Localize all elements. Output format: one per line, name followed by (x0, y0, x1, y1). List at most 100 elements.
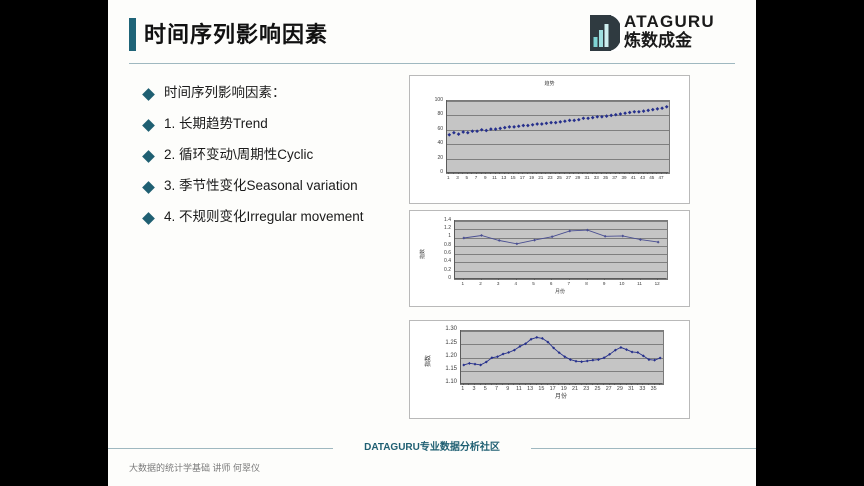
y-axis-tick-label: 0.8 (444, 241, 451, 248)
x-axis-tick (614, 383, 616, 385)
x-axis-tick (517, 172, 519, 174)
gridline (461, 371, 663, 372)
x-axis-tick-label: 3 (496, 281, 500, 286)
list-item-label: 4. 不规则变化Irregular movement (164, 209, 364, 224)
gridline (461, 344, 663, 345)
x-axis-tick-label: 3 (456, 175, 459, 180)
x-axis-tick (563, 383, 565, 385)
x-axis-tick-label: 7 (567, 281, 571, 286)
x-axis-label: 月份 (554, 288, 565, 295)
x-axis-tick-label: 17 (549, 386, 556, 392)
footer-divider-right (531, 448, 756, 449)
x-axis-tick-label: 13 (501, 175, 507, 180)
x-axis-tick (661, 172, 663, 174)
diamond-bullet-icon (142, 212, 155, 225)
diamond-bullet-icon (142, 88, 155, 101)
x-axis-tick-label: 11 (637, 281, 642, 286)
x-axis-tick (530, 383, 532, 385)
x-axis-tick-label: 12 (654, 281, 660, 286)
x-axis-tick-label: 3 (472, 386, 476, 392)
y-axis-tick-label: 0.4 (444, 258, 451, 265)
footer-divider-left (108, 448, 333, 449)
x-axis-tick (577, 172, 579, 174)
gridline (447, 130, 669, 131)
header-divider (129, 63, 735, 64)
x-axis-tick-label: 1 (447, 175, 450, 180)
gridline (455, 271, 667, 272)
y-axis-label: 指数 (420, 248, 426, 259)
x-axis-tick-label: 33 (593, 175, 599, 180)
x-axis-tick (591, 383, 593, 385)
x-axis-tick-label: 9 (484, 175, 487, 180)
x-axis-tick-label: 1 (461, 281, 465, 286)
x-axis-tick (651, 172, 653, 174)
dataguru-logo: ATAGURU 炼数成金 (590, 12, 742, 56)
x-axis-tick (631, 383, 633, 385)
x-axis-tick-label: 47 (658, 175, 664, 180)
x-axis-tick (494, 172, 496, 174)
x-axis-tick-label: 27 (566, 175, 572, 180)
x-axis-tick (569, 383, 571, 385)
y-axis-line (446, 100, 447, 172)
x-axis-tick (575, 383, 577, 385)
x-axis-tick-label: 37 (612, 175, 618, 180)
gridline (447, 159, 669, 160)
y-axis-line (454, 220, 455, 278)
x-axis-tick (597, 383, 599, 385)
x-axis-tick (533, 278, 535, 280)
list-item-label: 时间序列影响因素： (164, 85, 286, 100)
x-axis-line (454, 278, 666, 279)
x-axis-tick-label: 4 (514, 281, 518, 286)
gridline (461, 358, 663, 359)
x-axis-tick (513, 172, 515, 174)
x-axis-tick-label: 15 (538, 386, 545, 392)
gridline (461, 331, 663, 332)
x-axis-tick (591, 172, 593, 174)
x-axis-tick (448, 172, 450, 174)
list-item: 1. 长期趋势Trend (142, 115, 434, 132)
bar-chart-logo-icon (590, 15, 622, 51)
x-axis-tick (524, 383, 526, 385)
y-axis-tick-label: 40 (437, 140, 443, 147)
x-axis-tick-label: 19 (529, 175, 535, 180)
plot-area (454, 220, 668, 280)
x-axis-tick-label: 5 (483, 386, 487, 392)
diamond-bullet-icon (142, 119, 155, 132)
x-axis-tick (639, 278, 641, 280)
x-axis-tick-label: 21 (572, 386, 579, 392)
x-axis-tick (657, 278, 659, 280)
x-axis-tick-label: 19 (560, 386, 567, 392)
y-axis-tick-label: 0 (440, 168, 443, 175)
x-axis-tick (608, 383, 610, 385)
gridline (455, 229, 667, 230)
y-axis-tick-label: 100 (434, 96, 443, 103)
page-title: 时间序列影响因素 (144, 22, 329, 47)
x-axis-tick (610, 172, 612, 174)
x-axis-tick (653, 383, 655, 385)
y-axis-tick-label: 80 (437, 111, 443, 118)
x-axis-tick-label: 6 (549, 281, 553, 286)
x-axis-tick (462, 383, 464, 385)
logo-text: ATAGURU 炼数成金 (624, 12, 742, 51)
x-axis-tick (596, 172, 598, 174)
x-axis-tick (462, 278, 464, 280)
x-axis-tick (552, 383, 554, 385)
x-axis-tick (550, 172, 552, 174)
x-axis-tick (466, 172, 468, 174)
trend-chart: 趋势 0 20 40 60 80 100 1 3 5 7 9 11 13 15 17 19 21 23 25 27 29 3… (409, 75, 690, 204)
x-axis-tick (485, 172, 487, 174)
y-axis-tick-label: 20 (437, 154, 443, 161)
x-axis-tick-label: 23 (583, 386, 590, 392)
gridline (447, 144, 669, 145)
x-axis-tick-label: 33 (639, 386, 646, 392)
logo-english-text: ATAGURU (624, 12, 715, 31)
y-axis-tick-label: 1.2 (444, 225, 451, 232)
x-axis-tick (515, 278, 517, 280)
plot-area (446, 100, 670, 174)
list-item-label: 1. 长期趋势Trend (164, 116, 268, 131)
x-axis-tick-label: 35 (603, 175, 609, 180)
x-axis-tick (496, 383, 498, 385)
x-axis-tick (600, 172, 602, 174)
list-item-label: 2. 循环变动\周期性Cyclic (164, 147, 314, 162)
